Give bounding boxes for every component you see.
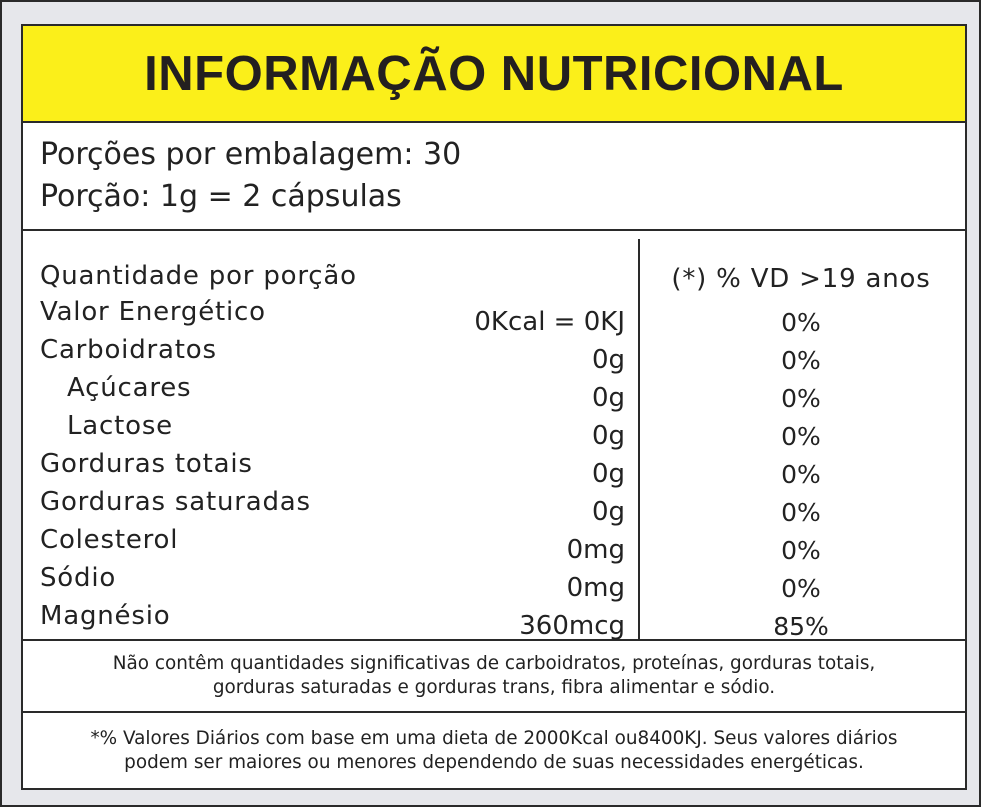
note-line: podem ser maiores ou menores dependendo … xyxy=(124,751,864,773)
nutrient-table: Quantidade por porção (*) % VD >19 anos … xyxy=(23,231,965,641)
table-row: Carboidratos 0g 0% xyxy=(23,335,965,375)
portion-section: Porções por embalagem: 30 Porção: 1g = 2… xyxy=(23,123,965,231)
table-row: Sódio 0mg 0% xyxy=(23,563,965,603)
nutrient-amount: 360mcg xyxy=(519,611,625,641)
nutrient-daily-value: 0% xyxy=(781,574,821,603)
nutrient-amount: 0g xyxy=(591,497,625,527)
nutrient-daily-value: 0% xyxy=(781,536,821,565)
note-line: *% Valores Diários com base em uma dieta… xyxy=(90,727,898,749)
nutrient-amount: 0g xyxy=(591,383,625,413)
nutrient-amount: 0g xyxy=(591,459,625,489)
nutrient-daily-value: 0% xyxy=(781,384,821,413)
nutrient-name: Gorduras saturadas xyxy=(40,487,311,517)
title-bar: INFORMAÇÃO NUTRICIONAL xyxy=(23,26,965,123)
nutrient-amount: 0g xyxy=(591,421,625,451)
nutrient-daily-value: 85% xyxy=(773,612,829,641)
nutrient-daily-value: 0% xyxy=(781,422,821,451)
not-significant-note: Não contêm quantidades significativas de… xyxy=(23,641,965,713)
daily-values-footnote: *% Valores Diários com base em uma dieta… xyxy=(23,713,965,788)
table-row: Açúcares 0g 0% xyxy=(23,373,965,413)
table-row: Lactose 0g 0% xyxy=(23,411,965,451)
note-line: gorduras saturadas e gorduras trans, fib… xyxy=(212,677,776,698)
nutrient-name: Carboidratos xyxy=(40,335,217,365)
table-row: Gorduras saturadas 0g 0% xyxy=(23,487,965,527)
column-divider xyxy=(638,239,640,639)
nutrition-facts-panel: INFORMAÇÃO NUTRICIONAL Porções por embal… xyxy=(21,24,967,790)
nutrient-amount: 0Kcal = 0KJ xyxy=(474,307,625,337)
table-row: Magnésio 360mcg 85% xyxy=(23,601,965,641)
nutrient-amount: 0g xyxy=(591,345,625,375)
note-line: Não contêm quantidades significativas de… xyxy=(112,653,876,674)
daily-value-header: (*) % VD >19 anos xyxy=(671,264,931,294)
nutrient-daily-value: 0% xyxy=(781,498,821,527)
nutrient-name: Colesterol xyxy=(40,525,179,555)
nutrient-name: Lactose xyxy=(67,411,173,441)
nutrient-name: Magnésio xyxy=(40,601,171,631)
nutrient-daily-value: 0% xyxy=(781,346,821,375)
serving-size: Porção: 1g = 2 cápsulas xyxy=(40,179,402,214)
nutrient-name: Gorduras totais xyxy=(40,449,253,479)
amount-per-serving-header: Quantidade por porção xyxy=(40,261,357,291)
nutrient-amount: 0mg xyxy=(566,573,625,603)
nutrient-name: Açúcares xyxy=(67,373,192,403)
nutrient-name: Valor Energético xyxy=(40,297,266,327)
table-row: Colesterol 0mg 0% xyxy=(23,525,965,565)
table-row: Valor Energético 0Kcal = 0KJ 0% xyxy=(23,297,965,337)
nutrient-name: Sódio xyxy=(40,563,117,593)
nutrient-daily-value: 0% xyxy=(781,308,821,337)
nutrient-amount: 0mg xyxy=(566,535,625,565)
nutrient-daily-value: 0% xyxy=(781,460,821,489)
table-row: Gorduras totais 0g 0% xyxy=(23,449,965,489)
page-title: INFORMAÇÃO NUTRICIONAL xyxy=(144,46,844,101)
servings-per-package: Porções por embalagem: 30 xyxy=(40,137,462,172)
